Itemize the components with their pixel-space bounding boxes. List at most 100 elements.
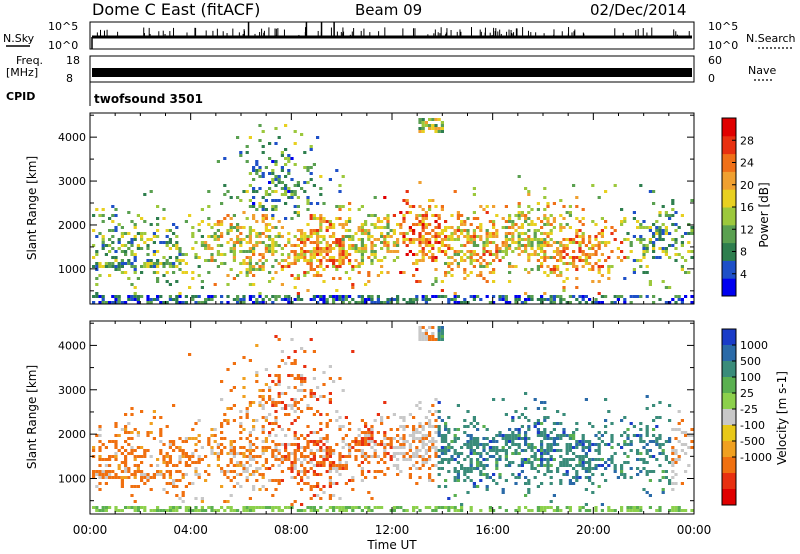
heatmap-cell — [588, 458, 592, 461]
heatmap-cell — [440, 446, 444, 449]
heatmap-cell — [133, 455, 137, 458]
heatmap-cell — [120, 470, 124, 473]
heatmap-cell — [268, 467, 272, 470]
heatmap-cell — [501, 449, 505, 452]
heatmap-cell — [536, 458, 540, 461]
heatmap-cell — [524, 443, 528, 446]
heatmap-cell — [124, 425, 128, 428]
heatmap-cell — [127, 467, 131, 470]
heatmap-cell — [255, 506, 259, 509]
heatmap-cell — [546, 256, 550, 259]
heatmap-cell — [511, 431, 515, 434]
heatmap-cell — [463, 244, 467, 247]
heatmap-cell — [517, 175, 521, 178]
heatmap-cell — [636, 473, 640, 476]
heatmap-cell — [264, 199, 268, 202]
heatmap-cell — [140, 455, 144, 458]
heatmap-cell — [460, 244, 464, 247]
heatmap-cell — [360, 259, 364, 262]
heatmap-cell — [252, 449, 256, 452]
heatmap-cell — [421, 335, 425, 338]
heatmap-cell — [453, 301, 457, 304]
y-tick-label: 2000 — [58, 219, 86, 232]
heatmap-cell — [655, 425, 659, 428]
heatmap-cell — [319, 175, 323, 178]
heatmap-cell — [485, 464, 489, 467]
heatmap-cell — [303, 259, 307, 262]
heatmap-cell — [632, 211, 636, 214]
heatmap-cell — [508, 446, 512, 449]
heatmap-cell — [639, 509, 643, 512]
heatmap-cell — [380, 301, 384, 304]
heatmap-cell — [341, 235, 345, 238]
heatmap-cell — [674, 301, 678, 304]
heatmap-cell — [469, 223, 473, 226]
heatmap-cell — [367, 271, 371, 274]
heatmap-cell — [133, 238, 137, 241]
heatmap-cell — [504, 235, 508, 238]
heatmap-cell — [373, 476, 377, 479]
heatmap-cell — [344, 235, 348, 238]
heatmap-cell — [421, 461, 425, 464]
heatmap-cell — [671, 223, 675, 226]
heatmap-cell — [373, 443, 377, 446]
heatmap-cell — [488, 440, 492, 443]
heatmap-cell — [312, 392, 316, 395]
heatmap-cell — [472, 452, 476, 455]
heatmap-cell — [255, 479, 259, 482]
heatmap-cell — [600, 434, 604, 437]
heatmap-cell — [456, 253, 460, 256]
heatmap-cell — [252, 250, 256, 253]
heatmap-cell — [565, 449, 569, 452]
heatmap-cell — [431, 256, 435, 259]
heatmap-cell — [386, 247, 390, 250]
heatmap-cell — [181, 473, 185, 476]
heatmap-cell — [690, 428, 694, 431]
heatmap-cell — [360, 461, 364, 464]
heatmap-cell — [200, 497, 204, 500]
heatmap-cell — [639, 440, 643, 443]
power-colorbar-swatch — [722, 153, 736, 172]
heatmap-cell — [495, 229, 499, 232]
heatmap-cell — [386, 416, 390, 419]
heatmap-cell — [236, 464, 240, 467]
heatmap-cell — [623, 473, 627, 476]
heatmap-cell — [322, 301, 326, 304]
heatmap-cell — [191, 461, 195, 464]
heatmap-cell — [348, 428, 352, 431]
heatmap-cell — [287, 262, 291, 265]
heatmap-cell — [444, 229, 448, 232]
heatmap-cell — [152, 509, 156, 512]
heatmap-cell — [600, 241, 604, 244]
heatmap-cell — [226, 232, 230, 235]
heatmap-cell — [344, 256, 348, 259]
heatmap-cell — [117, 449, 121, 452]
heatmap-cell — [434, 235, 438, 238]
heatmap-cell — [252, 229, 256, 232]
heatmap-cell — [380, 443, 384, 446]
heatmap-cell — [492, 235, 496, 238]
heatmap-cell — [348, 220, 352, 223]
heatmap-cell — [460, 509, 464, 512]
heatmap-cell — [517, 452, 521, 455]
heatmap-cell — [104, 301, 108, 304]
heatmap-cell — [424, 335, 428, 338]
heatmap-cell — [229, 268, 233, 271]
heatmap-cell — [549, 476, 553, 479]
heatmap-cell — [143, 265, 147, 268]
heatmap-cell — [466, 238, 470, 241]
heatmap-cell — [479, 205, 483, 208]
velocity-colorbar-swatch — [722, 425, 736, 442]
heatmap-cell — [348, 229, 352, 232]
heatmap-cell — [444, 235, 448, 238]
heatmap-cell — [284, 202, 288, 205]
heatmap-cell — [108, 238, 112, 241]
heatmap-cell — [152, 476, 156, 479]
heatmap-cell — [450, 226, 454, 229]
heatmap-cell — [511, 443, 515, 446]
heatmap-cell — [284, 413, 288, 416]
heatmap-cell — [604, 425, 608, 428]
heatmap-cell — [517, 235, 521, 238]
heatmap-cell — [658, 479, 662, 482]
heatmap-cell — [229, 470, 233, 473]
